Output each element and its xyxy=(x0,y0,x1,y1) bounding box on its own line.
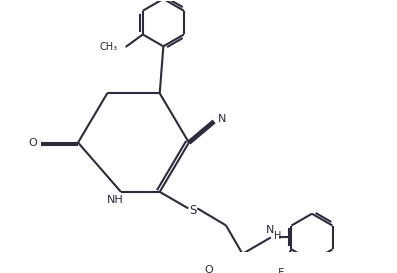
Text: O: O xyxy=(28,138,37,148)
Text: N: N xyxy=(266,225,274,235)
Text: S: S xyxy=(189,204,197,217)
Text: O: O xyxy=(205,265,214,273)
Text: NH: NH xyxy=(107,195,123,205)
Text: H: H xyxy=(274,231,281,241)
Text: N: N xyxy=(218,114,226,124)
Text: F: F xyxy=(278,268,285,273)
Text: CH₃: CH₃ xyxy=(99,42,118,52)
